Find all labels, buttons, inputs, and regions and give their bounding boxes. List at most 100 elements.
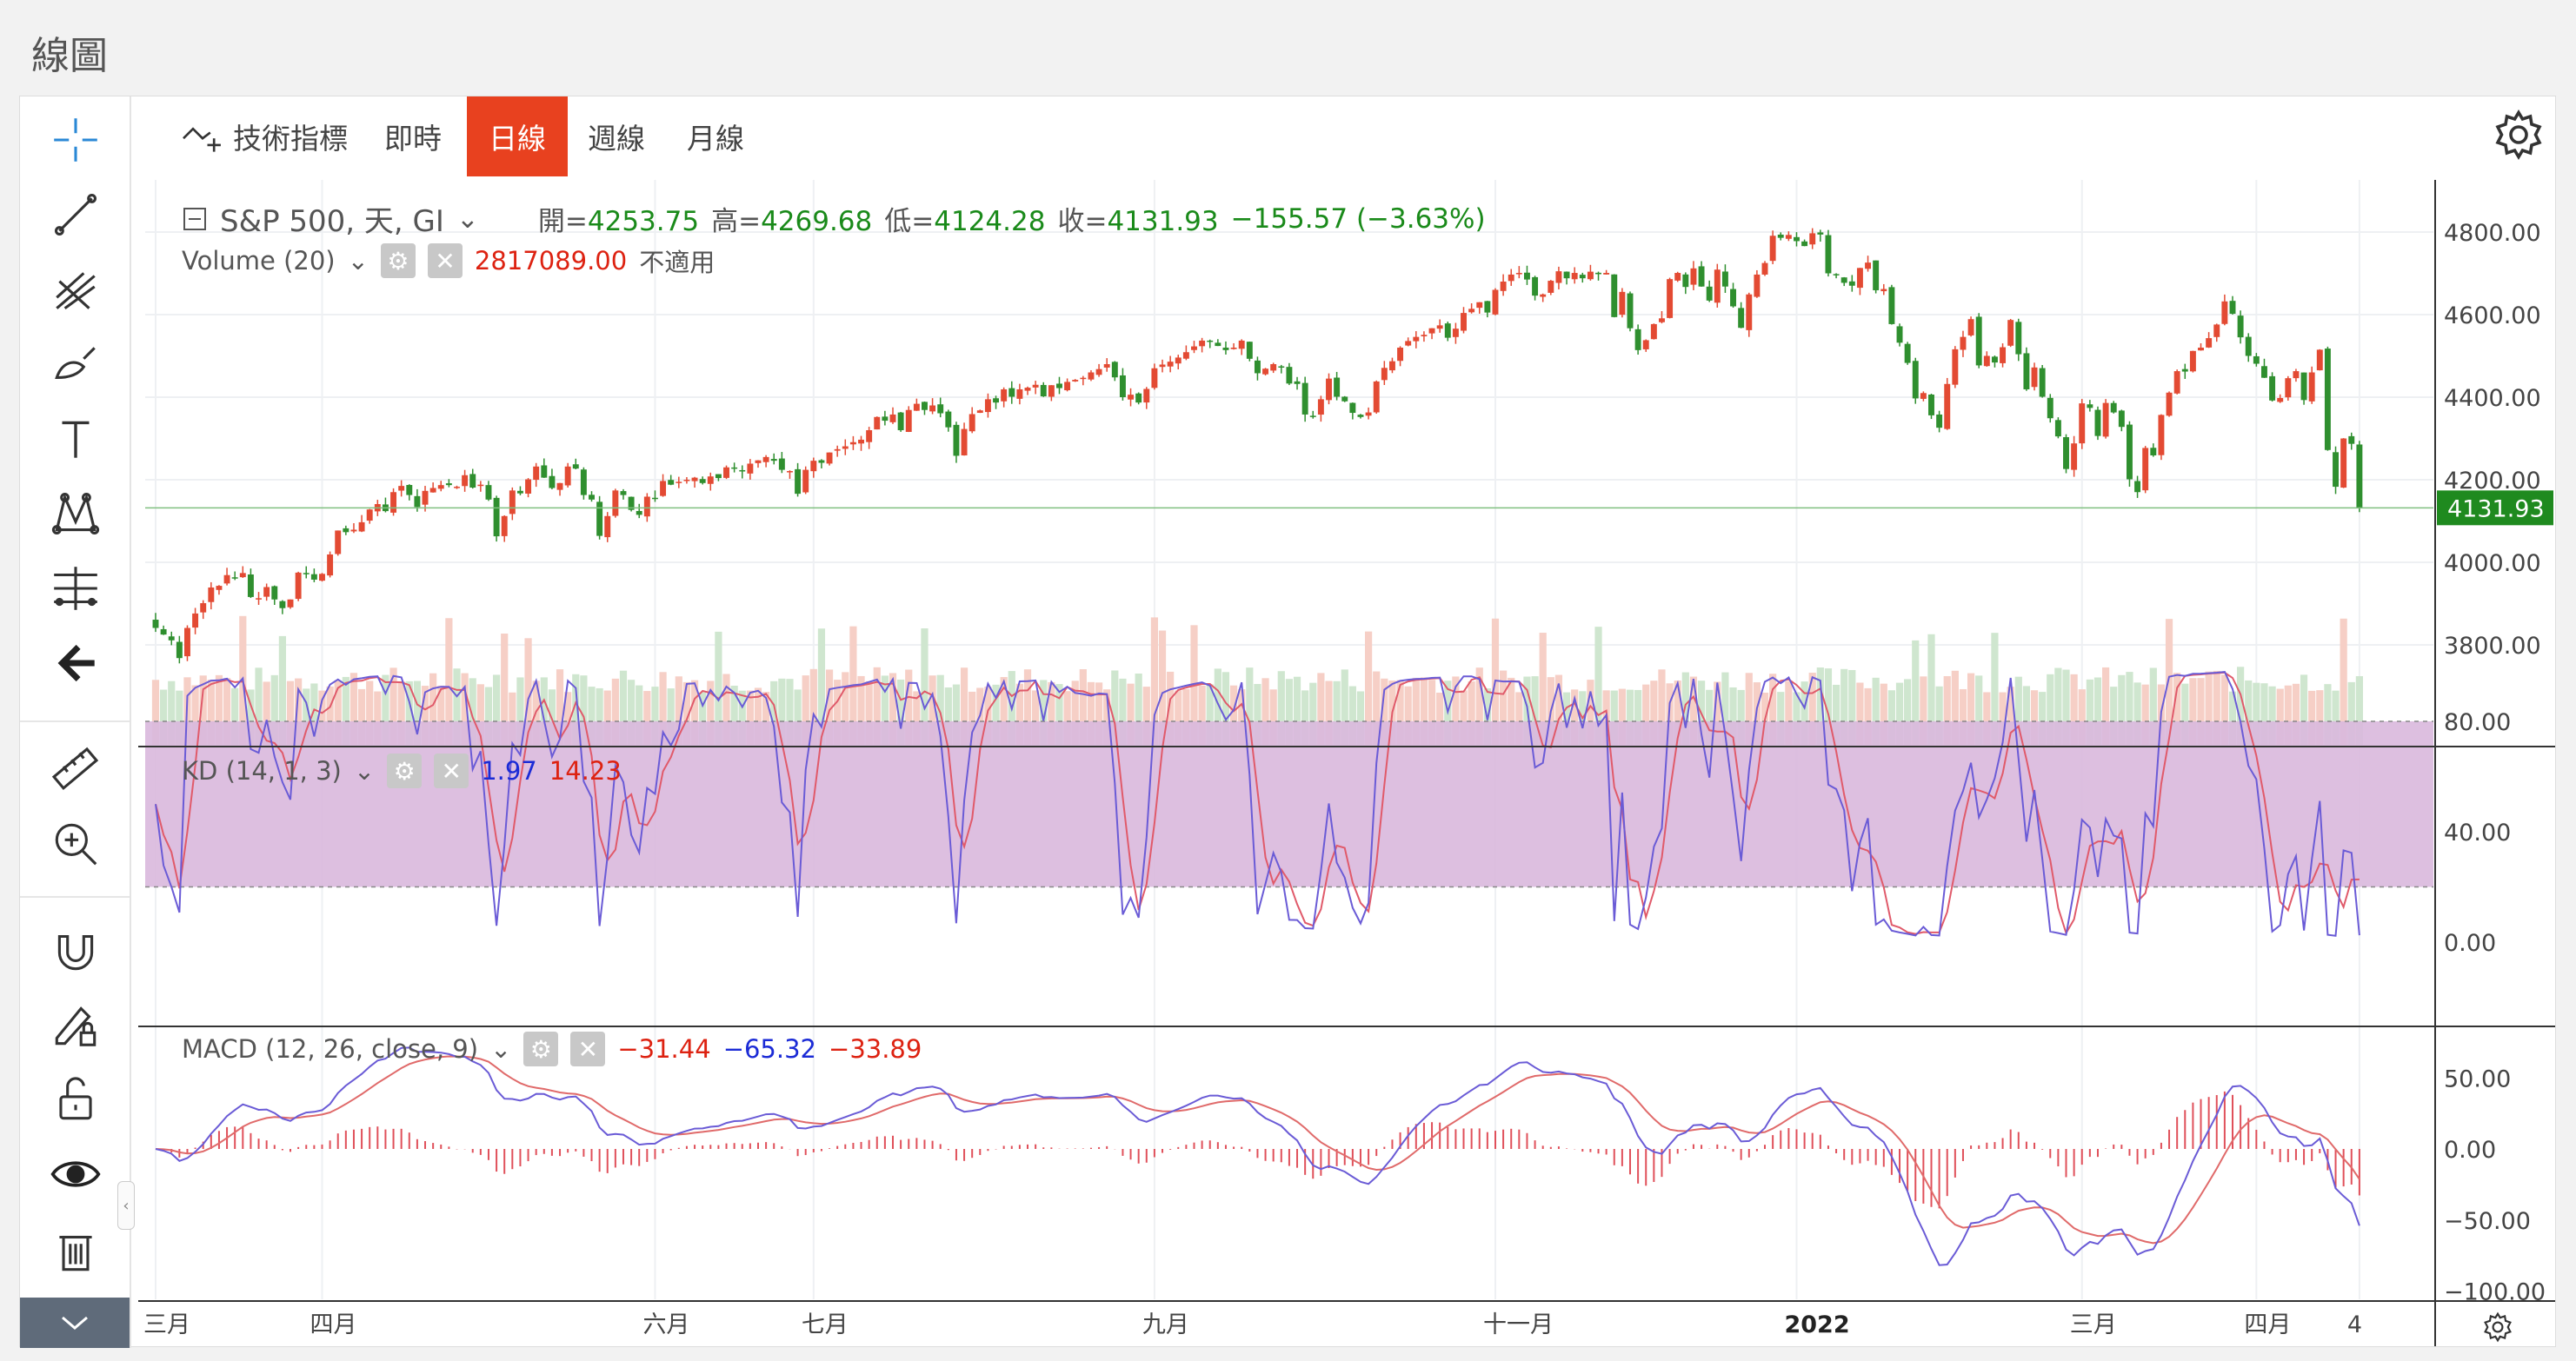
volume-bar xyxy=(389,667,397,745)
macd-tick-label: −100.00 xyxy=(2444,1279,2546,1306)
kd-title[interactable]: KD (14, 1, 3) xyxy=(182,756,342,786)
volume-bar xyxy=(730,685,738,745)
symbol-label[interactable]: S&P 500, 天, GI xyxy=(220,204,444,239)
close-icon[interactable]: ✕ xyxy=(427,243,463,278)
candle-body xyxy=(668,480,675,485)
brush-icon xyxy=(55,347,96,380)
chevron-down-icon[interactable]: ⌄ xyxy=(456,202,479,235)
collapse-toolbar-tab[interactable]: ‹ xyxy=(117,1181,135,1230)
candle-body xyxy=(2071,443,2078,470)
back-button[interactable] xyxy=(37,630,114,696)
kd-d-line xyxy=(155,671,2360,936)
chevron-down-icon[interactable]: ⌄ xyxy=(347,246,369,276)
candle-body xyxy=(1215,342,1221,347)
candle-body xyxy=(1746,294,1753,330)
trend-line-icon xyxy=(54,193,97,236)
candle-body xyxy=(1199,340,1206,347)
volume-bar xyxy=(1848,669,1856,745)
volume-bar xyxy=(357,688,366,745)
volume-bar xyxy=(889,673,897,745)
tab-daily[interactable]: 日線 xyxy=(467,96,568,176)
volume-bar xyxy=(2324,684,2332,745)
volume-bar xyxy=(1246,667,1254,745)
volume-title[interactable]: Volume (20) xyxy=(182,246,336,276)
trend-line-tool[interactable] xyxy=(37,182,114,248)
volume-bar xyxy=(1816,667,1824,745)
measure-tool[interactable] xyxy=(37,555,114,621)
volume-bar xyxy=(1927,634,1935,745)
page-title: 線圖 xyxy=(31,34,108,78)
lock-drawing-tool[interactable] xyxy=(37,992,114,1058)
tab-realtime[interactable]: 即時 xyxy=(369,96,456,176)
volume-bars xyxy=(151,615,2363,745)
volume-bar xyxy=(223,678,231,745)
volume-bar xyxy=(1475,667,1483,745)
candle-body xyxy=(2198,348,2204,351)
candle-body xyxy=(993,398,1000,403)
volume-bar xyxy=(1238,689,1246,745)
volume-bar xyxy=(627,680,636,745)
chevron-down-icon[interactable]: ⌄ xyxy=(490,1034,512,1064)
candle-body xyxy=(1888,287,1895,324)
volume-bar xyxy=(794,689,802,745)
macd-title[interactable]: MACD (12, 26, close, 9) xyxy=(182,1034,479,1064)
scroll-down-button[interactable] xyxy=(20,1298,130,1348)
volume-bar xyxy=(1856,682,1864,745)
candle-body xyxy=(1738,308,1745,329)
volume-bar xyxy=(1269,689,1277,745)
volume-bar xyxy=(2110,687,2118,745)
candle-body xyxy=(589,495,595,500)
close-icon[interactable]: ✕ xyxy=(434,754,469,788)
candle-body xyxy=(350,529,357,532)
settings-button[interactable] xyxy=(2493,109,2545,161)
chart-canvas[interactable]: 4800.00 4600.00 4400.00 4200.00 4000.00 3800.… xyxy=(138,180,2555,1346)
candle-body xyxy=(1912,361,1919,399)
magnet-tool[interactable] xyxy=(37,917,114,983)
ruler-tool[interactable] xyxy=(37,736,114,802)
chevron-down-icon[interactable]: ⌄ xyxy=(353,756,376,786)
visibility-tool[interactable] xyxy=(37,1141,114,1207)
volume-bar xyxy=(984,687,992,745)
gear-icon[interactable]: ⚙ xyxy=(387,754,423,788)
time-axis-gear-icon[interactable] xyxy=(2484,1311,2512,1343)
fib-tool[interactable] xyxy=(37,256,114,322)
volume-bar xyxy=(286,680,295,745)
unlock-tool[interactable] xyxy=(37,1066,114,1132)
volume-bar xyxy=(168,680,176,745)
candle-body xyxy=(398,486,405,491)
candle-body xyxy=(2102,402,2109,437)
candle-body xyxy=(1595,272,1601,275)
zoom-in-tool[interactable] xyxy=(37,811,114,877)
candle-body xyxy=(2063,437,2069,469)
candle-body xyxy=(842,446,849,449)
candle-body xyxy=(184,627,190,657)
tab-weekly[interactable]: 週線 xyxy=(568,96,665,176)
tab-monthly[interactable]: 月線 xyxy=(667,96,764,176)
brush-tool[interactable] xyxy=(37,331,114,397)
candle-body xyxy=(849,441,856,445)
candle-body xyxy=(1388,361,1395,371)
x-tick-label: 4 xyxy=(2347,1311,2362,1338)
gear-icon[interactable]: ⚙ xyxy=(380,243,416,278)
pattern-tool[interactable] xyxy=(37,481,114,547)
delete-tool[interactable] xyxy=(37,1218,114,1284)
candle-body xyxy=(1794,236,1800,242)
volume-bar xyxy=(2054,667,2062,745)
text-tool[interactable] xyxy=(37,406,114,472)
candle-body xyxy=(1334,377,1341,397)
chart-area[interactable]: 4800.00 4600.00 4400.00 4200.00 4000.00 3800.… xyxy=(138,180,2555,1346)
crosshair-tool[interactable] xyxy=(37,107,114,173)
candle-body xyxy=(2300,372,2307,401)
volume-bar xyxy=(715,631,722,745)
candle-body xyxy=(2229,301,2236,315)
candle-body xyxy=(1294,381,1301,384)
volume-bar xyxy=(2039,692,2047,745)
tab-indicators[interactable]: 技術指標 xyxy=(168,96,361,176)
close-icon[interactable]: ✕ xyxy=(570,1032,606,1066)
candle-body xyxy=(1667,279,1674,318)
candle-body xyxy=(1896,326,1903,343)
candle-body xyxy=(295,572,302,600)
kd-d-value: 14.23 xyxy=(549,756,622,786)
collapse-icon[interactable] xyxy=(182,206,208,232)
gear-icon[interactable]: ⚙ xyxy=(523,1032,559,1066)
